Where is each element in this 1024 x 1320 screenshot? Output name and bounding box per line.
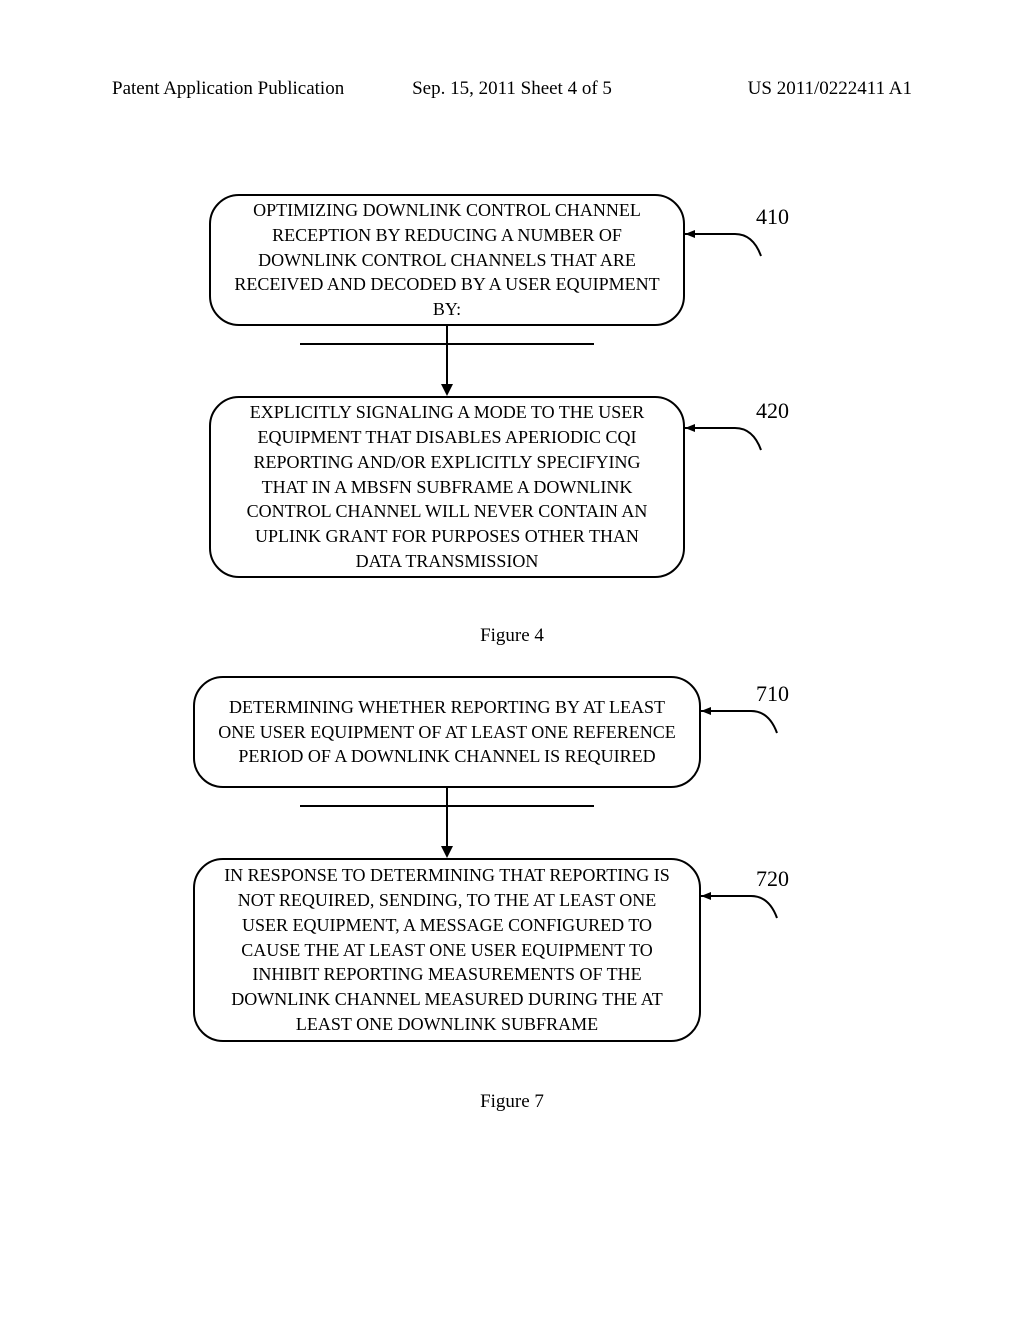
fig7-box-710: DETERMINING WHETHER REPORTING BY AT LEAS… <box>193 676 701 788</box>
header-center: Sep. 15, 2011 Sheet 4 of 5 <box>412 78 612 100</box>
fig7-box-710-text: DETERMINING WHETHER REPORTING BY AT LEAS… <box>215 695 679 769</box>
page: Patent Application Publication Sep. 15, … <box>0 0 1024 1320</box>
ref-hook-720-icon <box>701 892 796 932</box>
ref-label-710: 710 <box>756 681 789 707</box>
fig4-box-420: EXPLICITLY SIGNALING A MODE TO THE USER … <box>209 396 685 578</box>
fig4-box-420-text: EXPLICITLY SIGNALING A MODE TO THE USER … <box>231 400 663 574</box>
header-left: Patent Application Publication <box>112 78 344 100</box>
fig7-caption: Figure 7 <box>0 1091 1024 1113</box>
fig4-arrow-icon <box>300 326 594 396</box>
fig4-box-410-text: OPTIMIZING DOWNLINK CONTROL CHANNEL RECE… <box>231 198 663 322</box>
fig7-box-720-text: IN RESPONSE TO DETERMINING THAT REPORTIN… <box>215 863 679 1037</box>
fig4-caption: Figure 4 <box>0 625 1024 647</box>
ref-hook-410-icon <box>685 230 780 270</box>
ref-label-410: 410 <box>756 204 789 230</box>
ref-label-420: 420 <box>756 398 789 424</box>
header-right: US 2011/0222411 A1 <box>748 78 912 100</box>
fig7-box-720: IN RESPONSE TO DETERMINING THAT REPORTIN… <box>193 858 701 1042</box>
fig7-arrow-icon <box>300 788 594 858</box>
ref-hook-420-icon <box>685 424 780 464</box>
ref-hook-710-icon <box>701 707 796 747</box>
ref-label-720: 720 <box>756 866 789 892</box>
fig4-box-410: OPTIMIZING DOWNLINK CONTROL CHANNEL RECE… <box>209 194 685 326</box>
